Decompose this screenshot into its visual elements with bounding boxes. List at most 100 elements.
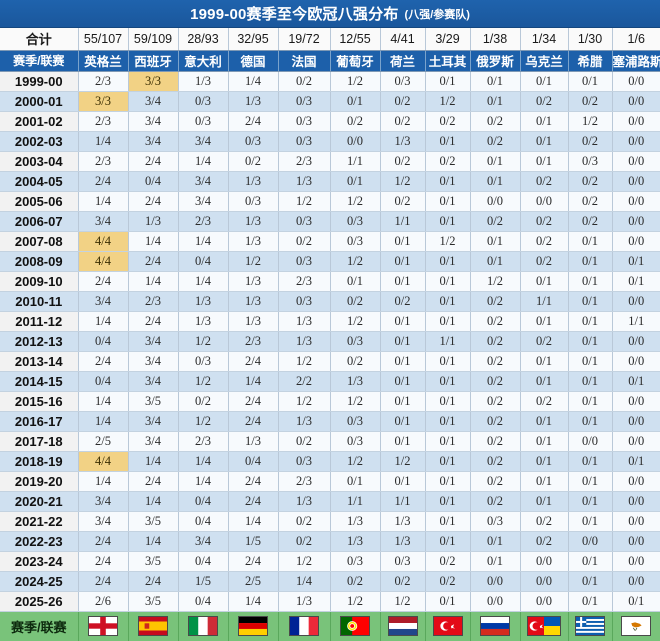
table-row[interactable]: 2020-21 3/4 1/4 0/4 2/4 1/3 1/1 1/1 0/1 0/2 0/1 0/1… [0, 491, 660, 512]
data-cell-r26-c3: 1/4 [228, 591, 279, 612]
table-row[interactable]: 2009-10 2/4 1/4 1/4 1/3 2/3 0/1 0/1 0/1 1/2 0/1 0/1… [0, 271, 660, 292]
data-cell-r23-c11: 0/0 [612, 531, 660, 552]
table-row[interactable]: 2004-05 2/4 0/4 3/4 1/3 1/3 0/1 1/2 0/1 0/1 0/2 0/2… [0, 171, 660, 192]
data-cell-r9-c2: 0/4 [178, 251, 229, 272]
data-cell-r22-c0: 3/4 [78, 511, 129, 532]
data-cell-r19-c9: 0/1 [520, 451, 569, 472]
ukraine-flag [527, 616, 561, 637]
data-cell-r16-c8: 0/2 [470, 391, 521, 412]
header-country-11[interactable]: 塞浦路斯 [612, 50, 660, 72]
header-country-5[interactable]: 葡萄牙 [330, 50, 381, 72]
table-row[interactable]: 2013-14 2/4 3/4 0/3 2/4 1/2 0/2 0/1 0/1 0/2 0/1 0/1… [0, 351, 660, 372]
data-cell-r23-c7: 0/1 [425, 531, 471, 552]
data-cell-r14-c10: 0/1 [568, 351, 613, 372]
data-cell-r9-c6: 0/1 [380, 251, 426, 272]
data-cell-r22-c4: 0/2 [278, 511, 331, 532]
data-cell-r22-c9: 0/2 [520, 511, 569, 532]
header-country-3[interactable]: 德国 [228, 50, 279, 72]
data-cell-r13-c4: 1/3 [278, 331, 331, 352]
data-cell-r9-c7: 0/1 [425, 251, 471, 272]
table-row[interactable]: 2016-17 1/4 3/4 1/2 2/4 1/3 0/3 0/1 0/1 0/2 0/1 0/1… [0, 411, 660, 432]
table-row[interactable]: 2024-25 2/4 2/4 1/5 2/5 1/4 0/2 0/2 0/2 0/0 0/0 0/1… [0, 571, 660, 592]
data-cell-r17-c3: 2/4 [228, 411, 279, 432]
table-row[interactable]: 2015-16 1/4 3/5 0/2 2/4 1/2 1/2 0/1 0/1 0/2 0/2 0/1… [0, 391, 660, 412]
table-row[interactable]: 2010-11 3/4 2/3 1/3 1/3 0/3 0/2 0/2 0/1 0/2 1/1 0/1… [0, 291, 660, 312]
table-row[interactable]: 2014-15 0/4 3/4 1/2 1/4 2/2 1/3 0/1 0/1 0/2 0/1 0/1… [0, 371, 660, 392]
table-row[interactable]: 2011-12 1/4 2/4 1/3 1/3 1/3 1/2 0/1 0/1 0/2 0/1 0/1… [0, 311, 660, 332]
footer-flag-cell-9 [520, 610, 569, 641]
header-country-4[interactable]: 法国 [278, 50, 331, 72]
table-row[interactable]: 1999-00 2/3 3/3 1/3 1/4 0/2 1/2 0/3 0/1 0/1 0/1 0/1… [0, 71, 660, 92]
data-cell-r22-c1: 3/5 [128, 511, 179, 532]
data-cell-r10-c3: 1/3 [228, 271, 279, 292]
table-row[interactable]: 2003-04 2/3 2/4 1/4 0/2 2/3 1/1 0/2 0/2 0/1 0/1 0/3… [0, 151, 660, 172]
data-cell-r23-c3: 1/5 [228, 531, 279, 552]
table-row[interactable]: 2008-09 4/4 2/4 0/4 1/2 0/3 1/2 0/1 0/1 0/1 0/2 0/1… [0, 251, 660, 272]
table-row[interactable]: 2007-08 4/4 1/4 1/4 1/3 0/2 0/3 0/1 1/2 0/1 0/2 0/1… [0, 231, 660, 252]
data-cell-r5-c7: 0/1 [425, 171, 471, 192]
table-row[interactable]: 2002-03 1/4 3/4 3/4 0/3 0/3 0/0 1/3 0/1 0/2 0/1 0/2… [0, 131, 660, 152]
row-season-label: 2002-03 [0, 131, 79, 152]
table-row[interactable]: 2018-19 4/4 1/4 1/4 0/4 0/3 1/2 1/2 0/1 0/2 0/1 0/1… [0, 451, 660, 472]
table-row[interactable]: 2023-24 2/4 3/5 0/4 2/4 1/2 0/3 0/3 0/2 0/1 0/0 0/1… [0, 551, 660, 572]
data-cell-r19-c7: 0/1 [425, 451, 471, 472]
netherlands-flag [387, 616, 418, 637]
row-season-label: 2015-16 [0, 391, 79, 412]
row-season-label: 2012-13 [0, 331, 79, 352]
data-cell-r16-c2: 0/2 [178, 391, 229, 412]
table-row[interactable]: 2017-18 2/5 3/4 2/3 1/3 0/2 0/3 0/1 0/1 0/2 0/1 0/0… [0, 431, 660, 452]
table-row[interactable]: 2012-13 0/4 3/4 1/2 2/3 1/3 0/3 0/1 1/1 0/2 0/2 0/1… [0, 331, 660, 352]
data-cell-r22-c3: 1/4 [228, 511, 279, 532]
totals-cell-4: 19/72 [278, 28, 331, 51]
data-cell-r5-c2: 3/4 [178, 171, 229, 192]
data-cell-r24-c8: 0/1 [470, 551, 521, 572]
totals-cell-6: 4/41 [380, 28, 426, 51]
data-cell-r19-c5: 1/2 [330, 451, 381, 472]
row-season-label: 2005-06 [0, 191, 79, 212]
header-country-2[interactable]: 意大利 [178, 50, 229, 72]
data-cell-r5-c9: 0/2 [520, 171, 569, 192]
data-cell-r3-c9: 0/1 [520, 131, 569, 152]
data-cell-r5-c6: 1/2 [380, 171, 426, 192]
header-country-9[interactable]: 乌克兰 [520, 50, 569, 72]
header-country-0[interactable]: 英格兰 [78, 50, 129, 72]
table-row[interactable]: 2021-22 3/4 3/5 0/4 1/4 0/2 1/3 1/3 0/1 0/3 0/2 0/1… [0, 511, 660, 532]
table-row[interactable]: 2005-06 1/4 2/4 3/4 0/3 1/2 1/2 0/2 0/1 0/0 0/0 0/2… [0, 191, 660, 212]
data-cell-r15-c5: 1/3 [330, 371, 381, 392]
page-title: 1999-00赛季至今欧冠八强分布 [190, 6, 399, 23]
data-cell-r4-c6: 0/2 [380, 151, 426, 172]
data-cell-r10-c4: 2/3 [278, 271, 331, 292]
table-row[interactable]: 2001-02 2/3 3/4 0/3 2/4 0/3 0/2 0/2 0/2 0/2 0/1 1/2… [0, 111, 660, 132]
data-cell-r11-c6: 0/2 [380, 291, 426, 312]
data-cell-r17-c1: 3/4 [128, 411, 179, 432]
data-cell-r12-c7: 0/1 [425, 311, 471, 332]
table-row[interactable]: 2022-23 2/4 1/4 3/4 1/5 0/2 1/3 1/3 0/1 0/1 0/2 0/0… [0, 531, 660, 552]
header-country-1[interactable]: 西班牙 [128, 50, 179, 72]
data-cell-r1-c4: 0/3 [278, 91, 331, 112]
header-country-7[interactable]: 土耳其 [425, 50, 471, 72]
table-row[interactable]: 2019-20 1/4 2/4 1/4 2/4 2/3 0/1 0/1 0/1 0/2 0/1 0/1… [0, 471, 660, 492]
data-cell-r18-c11: 0/0 [612, 431, 660, 452]
data-cell-r25-c0: 2/4 [78, 571, 129, 592]
data-cell-r10-c2: 1/4 [178, 271, 229, 292]
data-cell-r24-c1: 3/5 [128, 551, 179, 572]
header-country-10[interactable]: 希腊 [568, 50, 613, 72]
table-row[interactable]: 2025-26 2/6 3/5 0/4 1/4 1/3 1/2 1/2 0/1 0/0 0/0 0/1… [0, 591, 660, 612]
data-cell-r3-c8: 0/2 [470, 131, 521, 152]
data-cell-r17-c6: 0/1 [380, 411, 426, 432]
data-cell-r23-c8: 0/1 [470, 531, 521, 552]
data-cell-r4-c10: 0/3 [568, 151, 613, 172]
italy-flag [188, 616, 218, 637]
header-country-8[interactable]: 俄罗斯 [470, 50, 521, 72]
data-cell-r19-c2: 1/4 [178, 451, 229, 472]
data-cell-r24-c10: 0/1 [568, 551, 613, 572]
data-cell-r4-c2: 1/4 [178, 151, 229, 172]
header-country-6[interactable]: 荷兰 [380, 50, 426, 72]
data-cell-r24-c5: 0/3 [330, 551, 381, 572]
data-cell-r3-c10: 0/2 [568, 131, 613, 152]
data-cell-r11-c2: 1/3 [178, 291, 229, 312]
data-cell-r3-c11: 0/0 [612, 131, 660, 152]
table-row[interactable]: 2000-01 3/3 3/4 0/3 1/3 0/3 0/1 0/2 1/2 0/1 0/2 0/2… [0, 91, 660, 112]
table-row[interactable]: 2006-07 3/4 1/3 2/3 1/3 0/3 0/3 1/1 0/1 0/2 0/2 0/2… [0, 211, 660, 232]
data-cell-r0-c4: 0/2 [278, 71, 331, 92]
